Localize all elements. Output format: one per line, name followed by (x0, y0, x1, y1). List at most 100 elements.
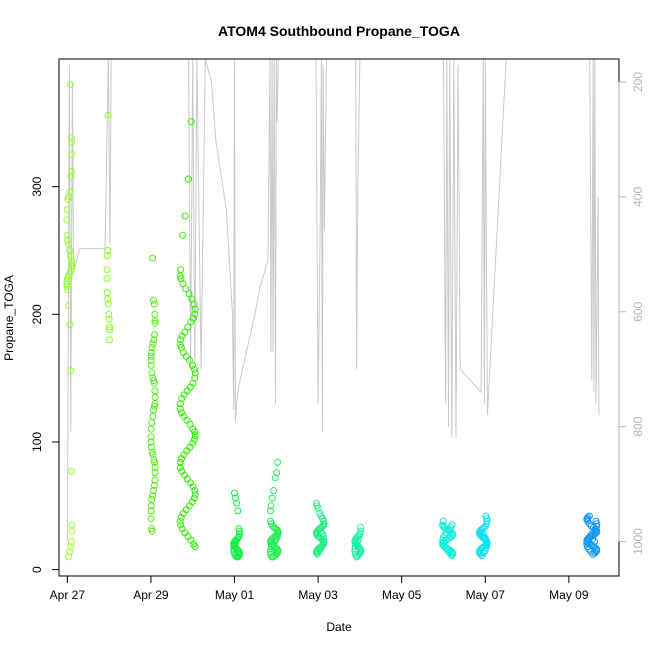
data-point (151, 331, 158, 339)
data-point (148, 369, 156, 377)
data-point (148, 527, 156, 535)
data-point (180, 451, 188, 459)
data-point (68, 167, 76, 175)
data-point (149, 412, 157, 420)
data-point (191, 490, 199, 498)
data-point (190, 300, 198, 308)
data-point (68, 138, 76, 146)
data-point (147, 425, 155, 433)
data-point (103, 275, 111, 283)
data-point (177, 521, 185, 529)
y-tick-label: 200 (30, 304, 44, 324)
data-point (230, 548, 238, 556)
y-axis-label: Propane_TOGA (2, 275, 16, 361)
data-point (64, 236, 72, 244)
data-point (230, 545, 238, 553)
data-point (592, 517, 600, 525)
data-point (68, 151, 76, 159)
data-point (179, 509, 187, 517)
data-point (63, 282, 71, 290)
data-point (104, 247, 112, 254)
data-point (587, 532, 594, 540)
data-point (190, 494, 198, 502)
data-point (63, 280, 71, 288)
data-point (65, 553, 72, 561)
data-point (147, 438, 155, 446)
right-tick-label: 200 (631, 72, 645, 92)
data-point (267, 548, 274, 556)
data-point (274, 527, 282, 535)
data-point (178, 455, 185, 463)
data-points-layer (63, 81, 601, 561)
data-point (147, 433, 155, 441)
data-point (351, 548, 359, 556)
data-point (186, 356, 193, 364)
data-point (267, 550, 275, 558)
data-point (191, 428, 199, 436)
data-point (267, 507, 274, 515)
data-point (66, 548, 74, 556)
data-point (65, 301, 73, 309)
data-point (187, 318, 195, 326)
data-point (591, 549, 599, 557)
right-tick-label: 400 (631, 187, 645, 207)
data-point (176, 405, 184, 413)
x-tick-label: Apr 27 (50, 588, 86, 602)
x-axis-label: Date (326, 620, 352, 634)
data-point (68, 527, 76, 535)
data-point (191, 305, 199, 313)
data-point (103, 266, 111, 274)
data-point (68, 467, 75, 475)
data-point (67, 257, 75, 265)
data-point (147, 443, 155, 451)
data-point (104, 111, 112, 119)
data-point (151, 400, 159, 408)
data-point (184, 175, 192, 183)
data-point (151, 464, 159, 471)
data-point (191, 487, 199, 494)
data-point (67, 538, 75, 545)
data-point (147, 349, 155, 357)
chart-title: ATOM4 Southbound Propane_TOGA (218, 23, 460, 39)
data-point (177, 336, 184, 344)
data-point (593, 522, 601, 530)
data-point (232, 494, 239, 502)
data-point (483, 515, 491, 523)
data-point (150, 336, 158, 344)
y-tick-label: 0 (30, 566, 44, 573)
data-point (151, 469, 159, 477)
data-point (273, 469, 281, 477)
data-point (478, 529, 486, 537)
data-point (267, 502, 275, 510)
data-point (177, 513, 185, 521)
data-point (232, 538, 240, 545)
data-point (235, 527, 243, 535)
data-point (176, 458, 184, 466)
data-point (149, 254, 157, 262)
data-point (64, 286, 72, 294)
data-point (234, 507, 242, 515)
data-point (190, 365, 198, 373)
data-point (231, 489, 238, 497)
data-point (320, 538, 328, 545)
data-point (151, 319, 159, 327)
data-point (439, 539, 447, 547)
data-point (235, 525, 243, 533)
data-point (147, 361, 155, 369)
data-point (67, 134, 75, 142)
data-point (182, 285, 190, 293)
data-point (178, 395, 186, 403)
data-point (103, 252, 111, 260)
data-point (106, 326, 114, 334)
data-point (181, 212, 189, 220)
data-point (191, 432, 199, 440)
data-point (271, 474, 279, 482)
data-point (66, 321, 74, 328)
data-point (352, 550, 359, 558)
data-point (67, 367, 75, 374)
y-tick-label: 100 (30, 432, 44, 452)
data-point (68, 262, 76, 270)
data-point (150, 481, 158, 489)
data-point (64, 195, 72, 203)
data-point (191, 369, 199, 377)
